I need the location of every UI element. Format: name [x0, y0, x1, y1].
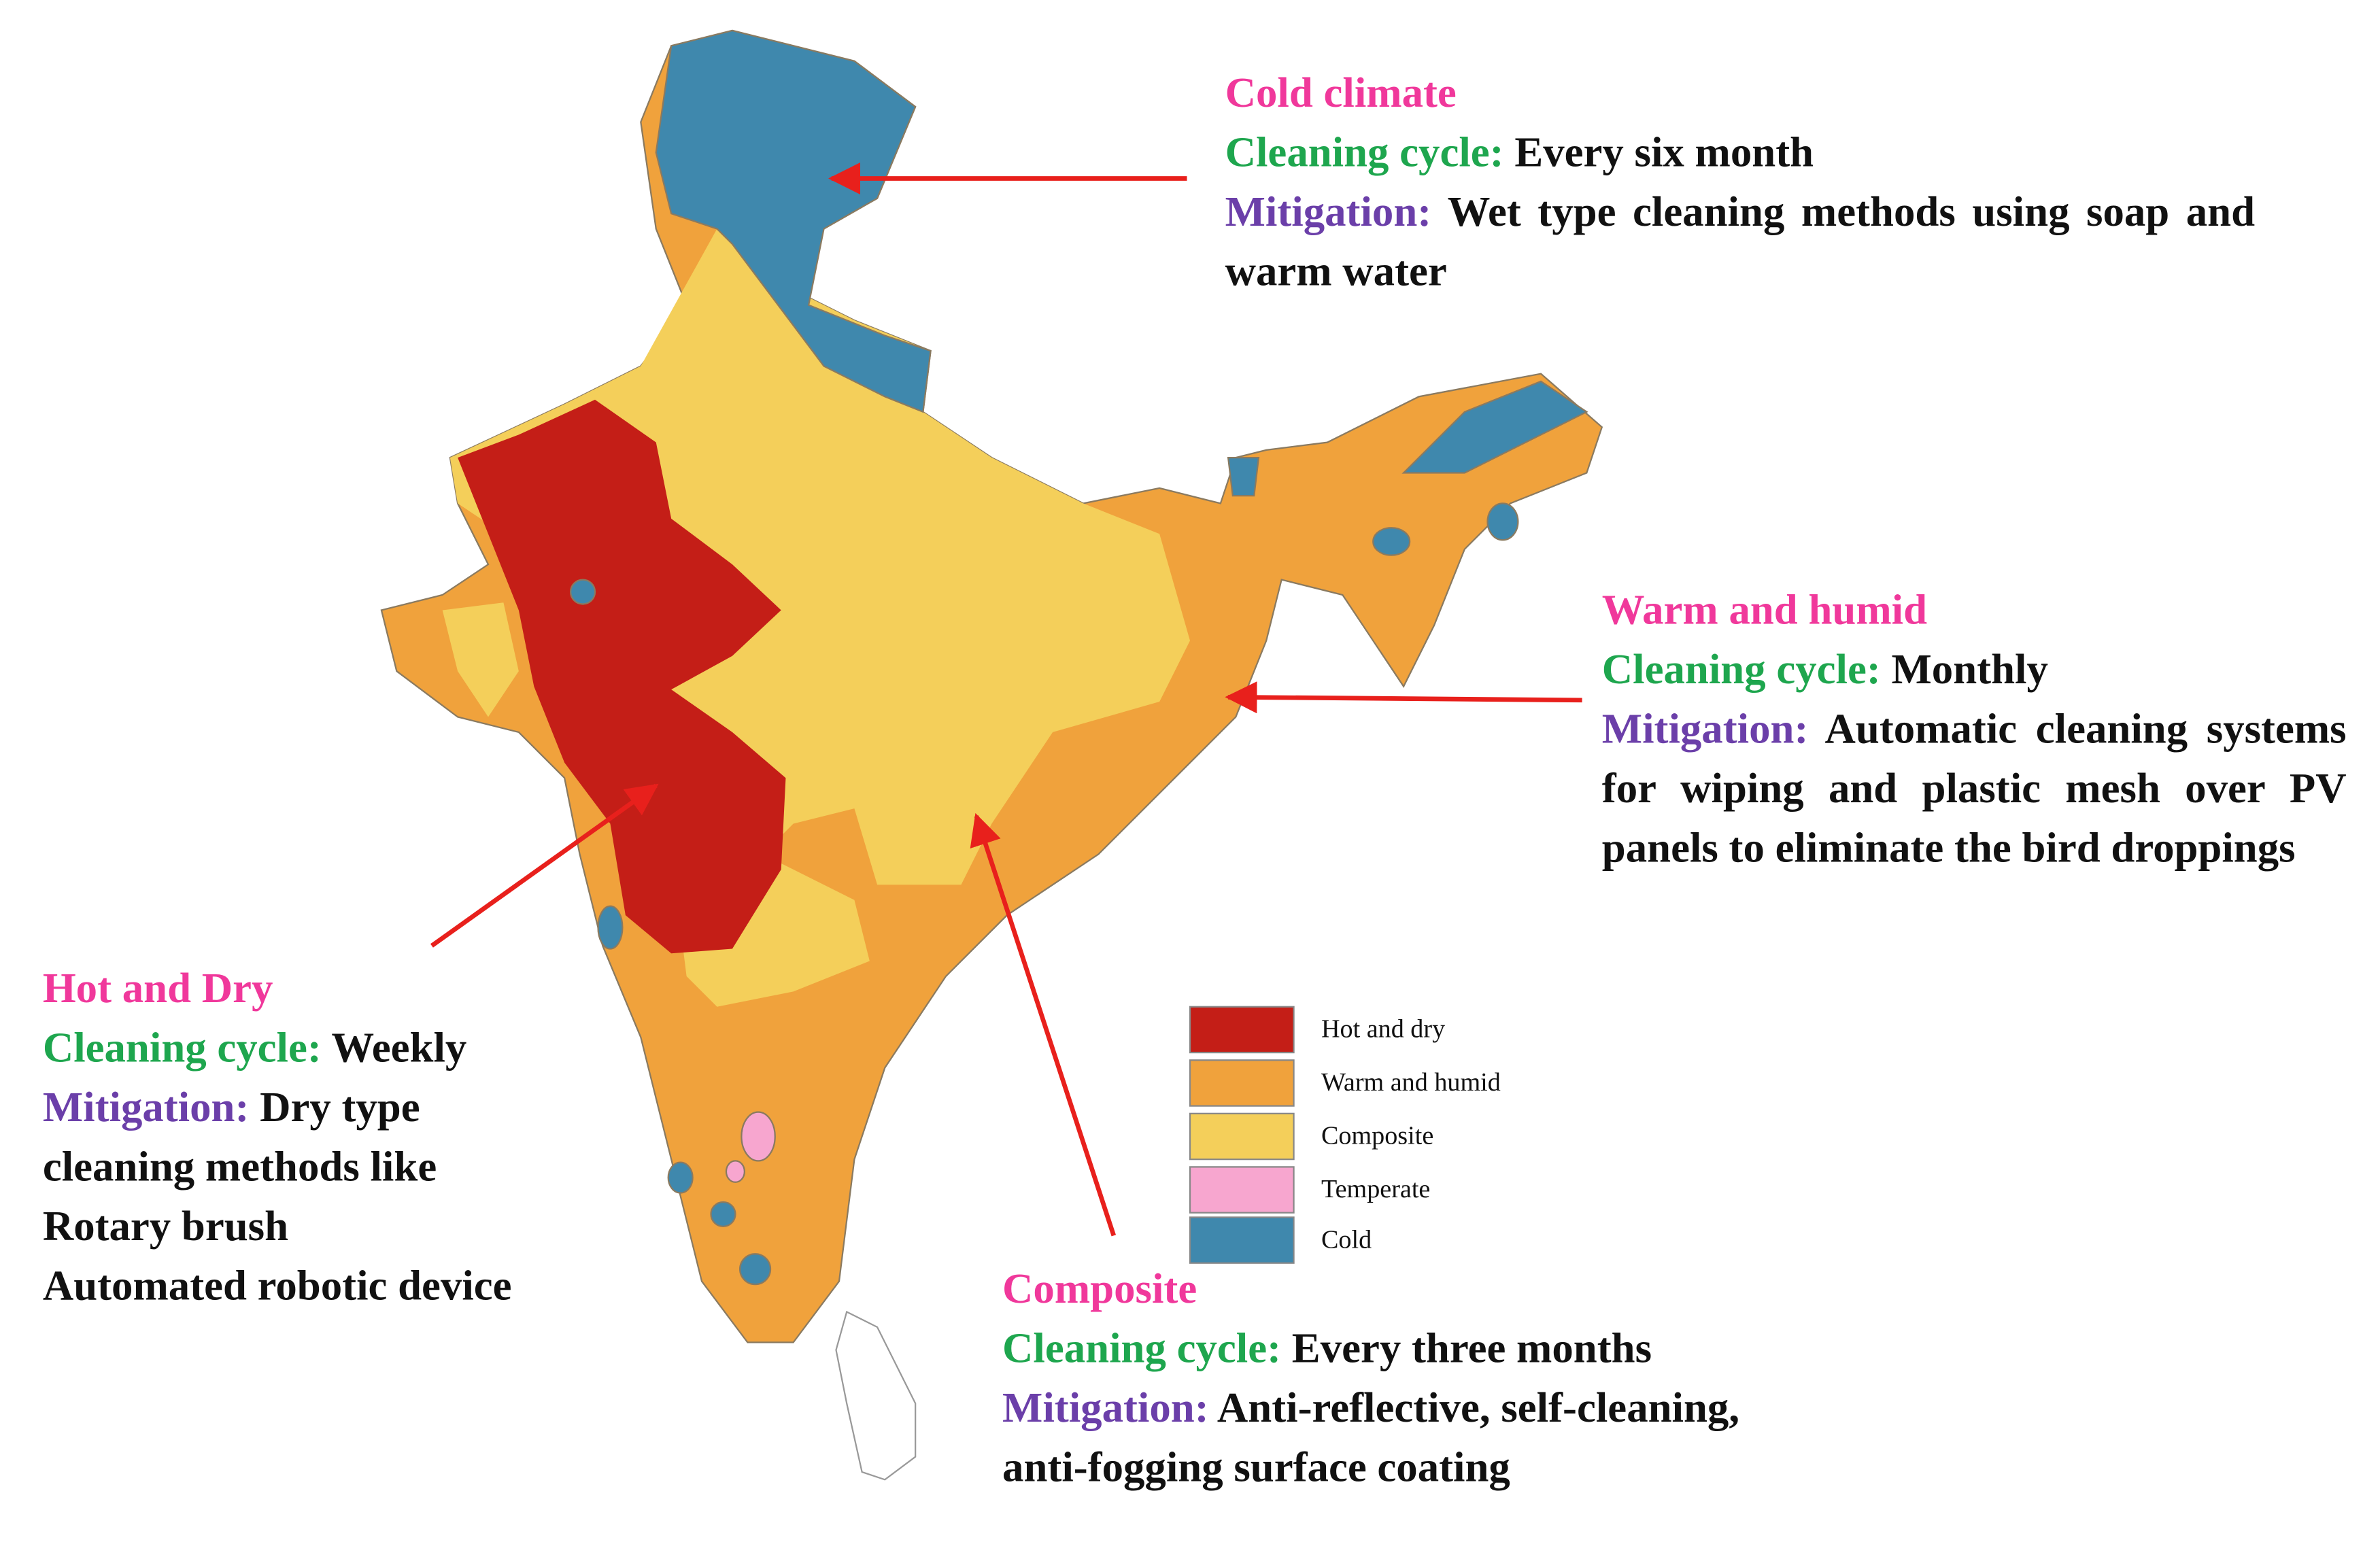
annotation: Cold climate Cleaning cycle: Every six mo… — [1225, 64, 2255, 302]
sri-lanka — [835, 1310, 917, 1481]
mitigation-label: Mitigation: — [42, 1084, 250, 1132]
legend-label: Composite — [1321, 1121, 1434, 1150]
annotation: Composite Cleaning cycle: Every three mon… — [1002, 1260, 1796, 1498]
region-cold — [597, 905, 624, 950]
legend-swatch — [1189, 1112, 1295, 1161]
region-cold — [667, 1161, 694, 1194]
cleaning-cycle: Cleaning cycle: Monthly — [1602, 640, 2347, 700]
region-cold — [569, 579, 596, 605]
legend-swatch — [1189, 1006, 1295, 1054]
region-composite — [442, 602, 519, 717]
mitigation: Mitigation: Automatic cleaning systems f… — [1602, 700, 2347, 879]
cycle-label: Cleaning cycle: — [1002, 1325, 1282, 1373]
annotation-title: Composite — [1002, 1266, 1197, 1314]
annotation-title: Warm and humid — [1601, 587, 1928, 635]
annotation: Warm and humid Cleaning cycle: Monthly Mit… — [1602, 581, 2347, 879]
mitigation-text: Wet type cleaning methods using soap and… — [1225, 189, 2256, 296]
region-cold — [655, 29, 932, 413]
legend-label: Temperate — [1321, 1174, 1431, 1204]
legend-swatch — [1189, 1166, 1295, 1214]
mitigation-item: Rotary brush — [42, 1203, 289, 1251]
cycle-value: Weekly — [331, 1025, 467, 1073]
region-cold — [710, 1201, 736, 1227]
legend-label: Warm and humid — [1321, 1067, 1501, 1097]
mitigation-text: Dry type cleaning methods like — [42, 1084, 437, 1192]
region-cold — [739, 1253, 772, 1286]
mitigation-text: Automatic cleaning systems for wiping an… — [1601, 706, 2347, 873]
cleaning-cycle: Cleaning cycle: Weekly — [43, 1019, 531, 1079]
region-temperate — [725, 1160, 745, 1183]
region-cold — [1401, 380, 1588, 474]
cycle-value: Every six month — [1514, 129, 1814, 177]
annotation-title: Cold climate — [1225, 70, 1457, 118]
cycle-value: Every three months — [1291, 1325, 1652, 1373]
legend-swatch — [1189, 1059, 1295, 1107]
cycle-label: Cleaning cycle: — [42, 1025, 322, 1073]
legend-label: Cold — [1321, 1224, 1372, 1254]
cleaning-cycle: Cleaning cycle: Every three months — [1002, 1320, 1796, 1380]
mitigation: Mitigation: Dry type cleaning methods li… — [43, 1078, 531, 1197]
legend-swatch — [1189, 1216, 1295, 1264]
region-temperate — [741, 1111, 776, 1162]
region-cold — [1372, 527, 1411, 556]
region-hot-dry — [458, 399, 786, 954]
annotation: Hot and Dry Cleaning cycle: Weekly Mitigat… — [43, 959, 531, 1316]
mitigation-item: Automated robotic device — [42, 1263, 512, 1311]
cycle-value: Monthly — [1891, 647, 2048, 694]
arrow — [970, 812, 1117, 1237]
cleaning-cycle: Cleaning cycle: Every six month — [1225, 124, 2255, 184]
mitigation: Mitigation: Anti-reflective, self-cleani… — [1002, 1379, 1796, 1498]
region-composite — [449, 228, 1191, 1007]
annotation-title: Hot and Dry — [42, 965, 273, 1013]
region-cold — [1227, 456, 1260, 497]
mitigation-text: Anti-reflective, self-cleaning, anti-fog… — [1002, 1385, 1740, 1492]
legend-label: Hot and dry — [1321, 1014, 1446, 1044]
arrow — [430, 783, 659, 948]
cycle-label: Cleaning cycle: — [1225, 129, 1504, 177]
mitigation-label: Mitigation: — [1002, 1385, 1209, 1433]
region-cold — [1486, 502, 1519, 541]
cycle-label: Cleaning cycle: — [1601, 647, 1881, 694]
mitigation-label: Mitigation: — [1225, 189, 1432, 237]
mitigation-label: Mitigation: — [1601, 706, 1809, 754]
arrow — [1225, 681, 1582, 714]
mitigation: Mitigation: Wet type cleaning methods us… — [1225, 183, 2255, 302]
